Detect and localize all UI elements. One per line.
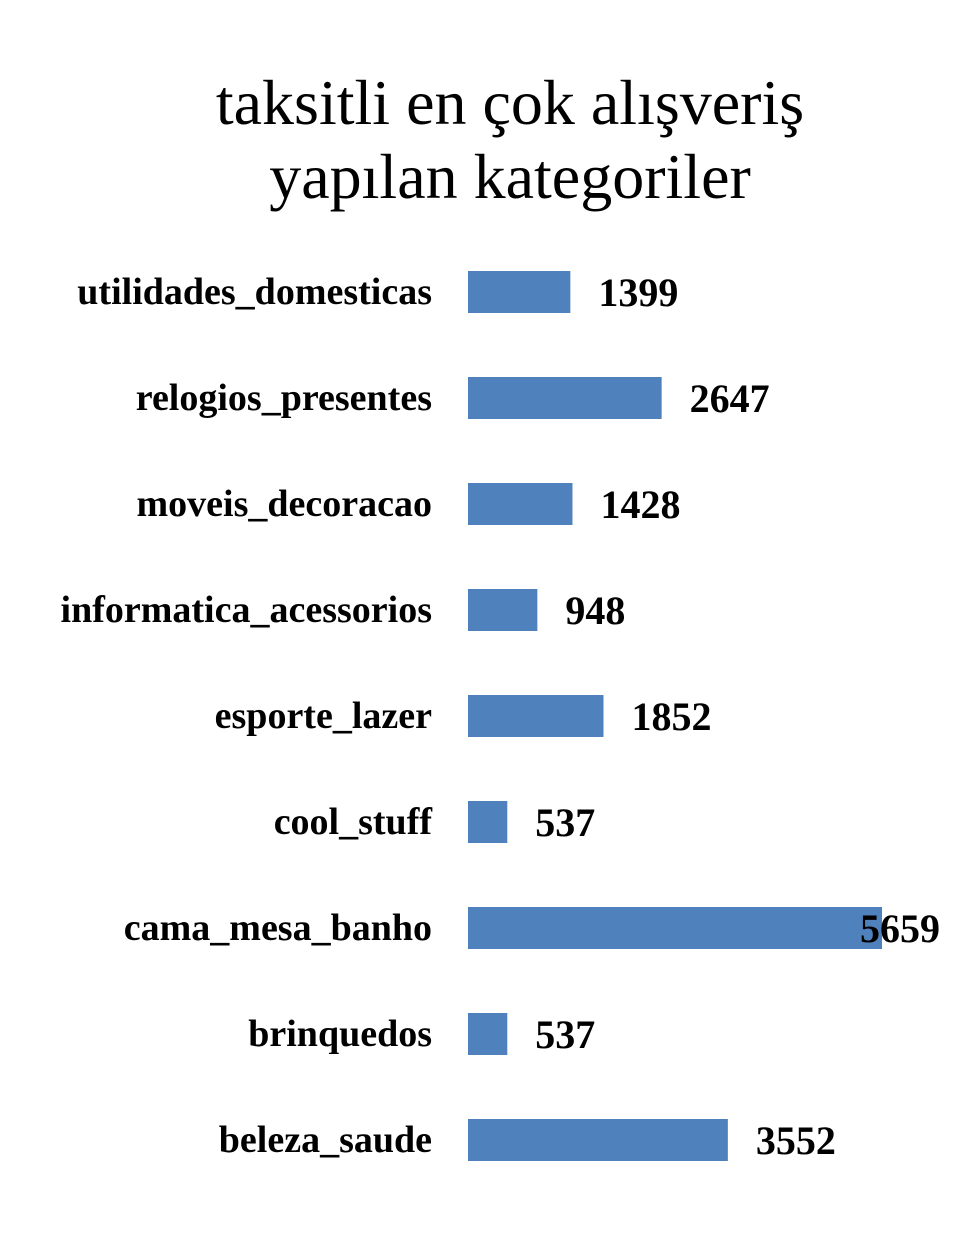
- category-label: utilidades_domesticas: [77, 271, 432, 313]
- bar: [468, 907, 882, 949]
- value-label: 1399: [598, 270, 678, 315]
- bar: [468, 695, 604, 737]
- value-label: 3552: [756, 1118, 836, 1163]
- category-label: brinquedos: [248, 1013, 432, 1055]
- bar: [468, 271, 571, 313]
- value-label: 1852: [631, 694, 711, 739]
- category-label: cama_mesa_banho: [124, 907, 432, 949]
- category-label: beleza_saude: [219, 1119, 432, 1161]
- bar: [468, 377, 662, 419]
- chart-title-line-2: yapılan kategoriler: [269, 141, 751, 212]
- value-label: 5659: [860, 906, 940, 951]
- bar: [468, 801, 508, 843]
- value-label: 537: [535, 800, 595, 845]
- chart-title-line-1: taksitli en çok alışveriş: [216, 67, 804, 138]
- bar: [468, 589, 538, 631]
- value-label: 1428: [600, 482, 680, 527]
- bar: [468, 1119, 728, 1161]
- plot-area: utilidades_domesticas 1399 relogios_presen…: [61, 270, 940, 1163]
- value-label: 2647: [690, 376, 770, 421]
- bar: [468, 1013, 508, 1055]
- value-label: 537: [535, 1012, 595, 1057]
- category-label: moveis_decoracao: [137, 483, 432, 525]
- category-label: relogios_presentes: [136, 377, 432, 419]
- category-label: cool_stuff: [274, 801, 434, 843]
- value-label: 948: [565, 588, 625, 633]
- category-label: esporte_lazer: [215, 695, 432, 737]
- bar: [468, 483, 573, 525]
- category-label: informatica_acessorios: [61, 589, 432, 631]
